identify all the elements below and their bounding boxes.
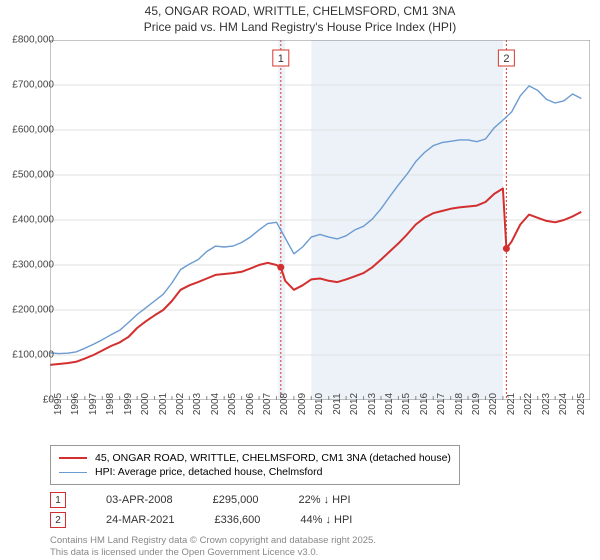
annotation-row-1: 1 03-APR-2008 £295,000 22% ↓ HPI <box>50 492 351 508</box>
annotation-row-2: 2 24-MAR-2021 £336,600 44% ↓ HPI <box>50 512 352 528</box>
y-tick-label: £700,000 <box>6 80 54 91</box>
x-tick-label: 2015 <box>401 393 412 415</box>
chart-title-address: 45, ONGAR ROAD, WRITTLE, CHELMSFORD, CM1… <box>0 4 600 20</box>
x-tick-label: 2024 <box>558 393 569 415</box>
x-tick-label: 1995 <box>53 393 64 415</box>
x-tick-label: 1999 <box>123 393 134 415</box>
svg-text:2: 2 <box>503 53 509 65</box>
x-tick-label: 2002 <box>175 393 186 415</box>
x-tick-label: 2003 <box>192 393 203 415</box>
annotation-delta: 44% ↓ HPI <box>300 514 352 526</box>
attribution: Contains HM Land Registry data © Crown c… <box>50 535 376 558</box>
y-tick-label: £300,000 <box>6 260 54 271</box>
legend: 45, ONGAR ROAD, WRITTLE, CHELMSFORD, CM1… <box>50 445 460 485</box>
x-tick-label: 2021 <box>506 393 517 415</box>
x-tick-label: 2025 <box>576 393 587 415</box>
x-tick-label: 2004 <box>210 393 221 415</box>
annotation-marker: 1 <box>50 492 66 508</box>
x-tick-label: 2017 <box>436 393 447 415</box>
svg-text:1: 1 <box>278 53 284 65</box>
chart-title-sub: Price paid vs. HM Land Registry's House … <box>0 20 600 36</box>
x-tick-label: 2009 <box>297 393 308 415</box>
attribution-line1: Contains HM Land Registry data © Crown c… <box>50 535 376 546</box>
x-tick-label: 2012 <box>349 393 360 415</box>
y-tick-label: £500,000 <box>6 170 54 181</box>
x-tick-label: 2014 <box>384 393 395 415</box>
legend-label: HPI: Average price, detached house, Chel… <box>95 466 322 478</box>
x-tick-label: 2013 <box>367 393 378 415</box>
legend-label: 45, ONGAR ROAD, WRITTLE, CHELMSFORD, CM1… <box>95 452 451 464</box>
x-tick-label: 1997 <box>88 393 99 415</box>
annotation-price: £336,600 <box>214 514 260 526</box>
x-tick-label: 2019 <box>471 393 482 415</box>
attribution-line2: This data is licensed under the Open Gov… <box>50 547 376 558</box>
legend-swatch <box>59 457 87 459</box>
annotation-date: 03-APR-2008 <box>106 494 173 506</box>
x-tick-label: 2023 <box>541 393 552 415</box>
annotation-date: 24-MAR-2021 <box>106 514 174 526</box>
x-tick-label: 2022 <box>523 393 534 415</box>
legend-swatch <box>59 472 87 473</box>
x-tick-label: 2016 <box>419 393 430 415</box>
annotation-price: £295,000 <box>213 494 259 506</box>
x-tick-label: 2018 <box>454 393 465 415</box>
x-tick-label: 2006 <box>245 393 256 415</box>
y-tick-label: £600,000 <box>6 125 54 136</box>
y-tick-label: £0 <box>6 395 54 406</box>
y-tick-label: £200,000 <box>6 305 54 316</box>
x-tick-label: 1996 <box>70 393 81 415</box>
x-tick-label: 2001 <box>158 393 169 415</box>
chart-svg: 12 <box>50 40 590 400</box>
x-tick-label: 1998 <box>105 393 116 415</box>
x-tick-label: 2005 <box>227 393 238 415</box>
x-tick-label: 2007 <box>262 393 273 415</box>
legend-item-hpi: HPI: Average price, detached house, Chel… <box>59 466 451 478</box>
x-tick-label: 2020 <box>488 393 499 415</box>
legend-item-price-paid: 45, ONGAR ROAD, WRITTLE, CHELMSFORD, CM1… <box>59 452 451 464</box>
y-tick-label: £100,000 <box>6 350 54 361</box>
y-tick-label: £400,000 <box>6 215 54 226</box>
x-tick-label: 2000 <box>140 393 151 415</box>
x-tick-label: 2011 <box>332 393 343 415</box>
x-tick-label: 2008 <box>279 393 290 415</box>
annotation-marker: 2 <box>50 512 66 528</box>
annotation-delta: 22% ↓ HPI <box>299 494 351 506</box>
x-tick-label: 2010 <box>314 393 325 415</box>
y-tick-label: £800,000 <box>6 35 54 46</box>
